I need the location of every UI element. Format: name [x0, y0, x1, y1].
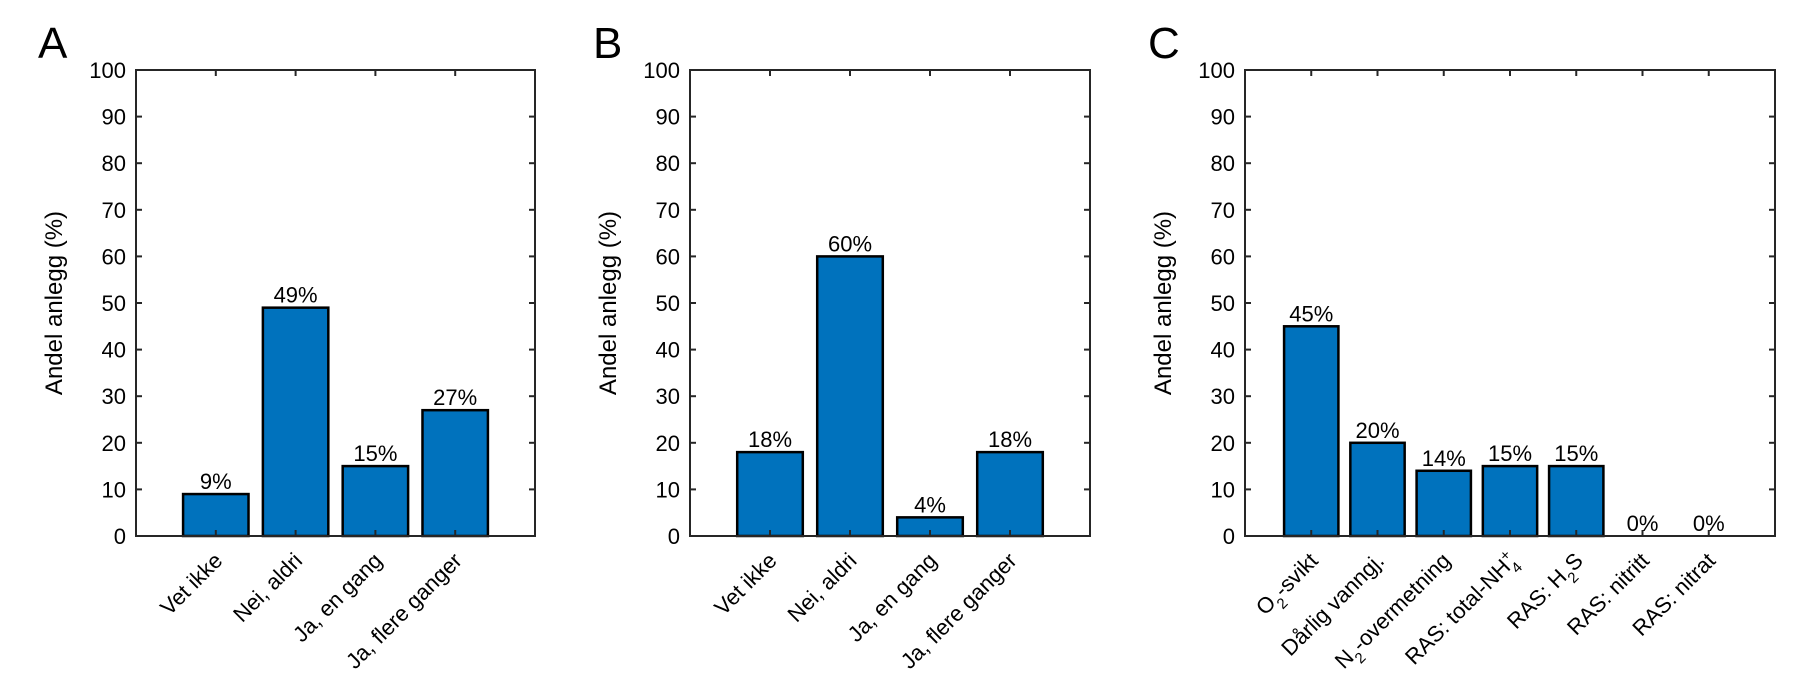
y-tick-label: 100 — [643, 58, 680, 83]
panel-letter: B — [593, 19, 622, 68]
y-tick-label: 0 — [668, 524, 680, 549]
x-category-label: Nei, aldri — [228, 548, 307, 627]
y-tick-label: 50 — [656, 291, 680, 316]
y-tick-label: 30 — [102, 384, 126, 409]
y-tick-label: 100 — [1198, 58, 1235, 83]
y-tick-label: 30 — [656, 384, 680, 409]
bar-value-label: 4% — [914, 492, 946, 517]
y-tick-label: 30 — [1211, 384, 1235, 409]
y-tick-label: 40 — [102, 338, 126, 363]
y-tick-label: 80 — [102, 151, 126, 176]
bar-value-label: 9% — [200, 469, 232, 494]
y-tick-label: 20 — [656, 431, 680, 456]
bar-value-label: 49% — [274, 283, 318, 308]
y-tick-label: 10 — [1211, 477, 1235, 502]
x-category-label: Vet ikke — [155, 548, 227, 620]
bar-value-label: 14% — [1422, 446, 1466, 471]
bar-value-label: 20% — [1355, 418, 1399, 443]
bar-value-label: 18% — [988, 427, 1032, 452]
y-axis-title: Andel anlegg (%) — [1150, 211, 1177, 395]
bar-value-label: 15% — [1554, 441, 1598, 466]
bar — [975, 450, 1045, 538]
y-axis-title: Andel anlegg (%) — [41, 211, 68, 395]
y-tick-label: 20 — [1211, 431, 1235, 456]
y-tick-label: 70 — [1211, 198, 1235, 223]
y-tick-label: 40 — [1211, 338, 1235, 363]
y-tick-label: 80 — [1211, 151, 1235, 176]
y-tick-label: 50 — [1211, 291, 1235, 316]
y-tick-label: 60 — [102, 244, 126, 269]
bar-value-label: 18% — [748, 427, 792, 452]
y-tick-label: 10 — [656, 477, 680, 502]
y-tick-label: 80 — [656, 151, 680, 176]
bar — [1481, 464, 1539, 538]
y-tick-label: 60 — [1211, 244, 1235, 269]
panel-b: B 18% 60% 4% 18% 0 10 20 30 40 50 60 70 80 90 100 Vet ik… — [593, 19, 1091, 674]
bar — [421, 408, 490, 538]
panel-letter: C — [1148, 19, 1180, 68]
y-tick-label: 0 — [1223, 524, 1235, 549]
bar — [735, 450, 805, 538]
bar — [1547, 464, 1605, 538]
y-tick-label: 90 — [1211, 105, 1235, 130]
y-tick-label: 40 — [656, 338, 680, 363]
y-axis-title: Andel anlegg (%) — [595, 211, 622, 395]
bar-value-label: 45% — [1289, 301, 1333, 326]
bar — [261, 306, 330, 538]
y-tick-label: 20 — [102, 431, 126, 456]
bar — [181, 492, 250, 538]
y-tick-label: 70 — [102, 198, 126, 223]
panel-c: C45%20%14% 15% 15%0% 0%01020304050607080901… — [1148, 19, 1776, 673]
bar-value-label: 15% — [1488, 441, 1532, 466]
y-tick-label: 90 — [102, 105, 126, 130]
bar-value-label: 60% — [828, 231, 872, 256]
y-tick-label: 90 — [656, 105, 680, 130]
x-category-label: Vet ikke — [709, 548, 781, 620]
y-tick-label: 100 — [89, 58, 126, 83]
y-tick-label: 10 — [102, 477, 126, 502]
y-tick-label: 0 — [114, 524, 126, 549]
bar — [815, 255, 885, 538]
y-tick-label: 70 — [656, 198, 680, 223]
bar-value-label: 15% — [353, 441, 397, 466]
bar — [1282, 325, 1340, 538]
x-category-label: Nei, aldri — [782, 548, 861, 627]
panel-letter: A — [38, 19, 68, 68]
bar — [341, 464, 410, 538]
bar — [1415, 469, 1473, 538]
y-tick-label: 50 — [102, 291, 126, 316]
bar-value-label: 27% — [433, 385, 477, 410]
bar — [1349, 441, 1406, 538]
y-tick-label: 60 — [656, 244, 680, 269]
panel-a: A 9% 49% 15% 27% 0 10 20 30 40 50 60 70 80 90 100 Vet ik… — [38, 19, 536, 674]
